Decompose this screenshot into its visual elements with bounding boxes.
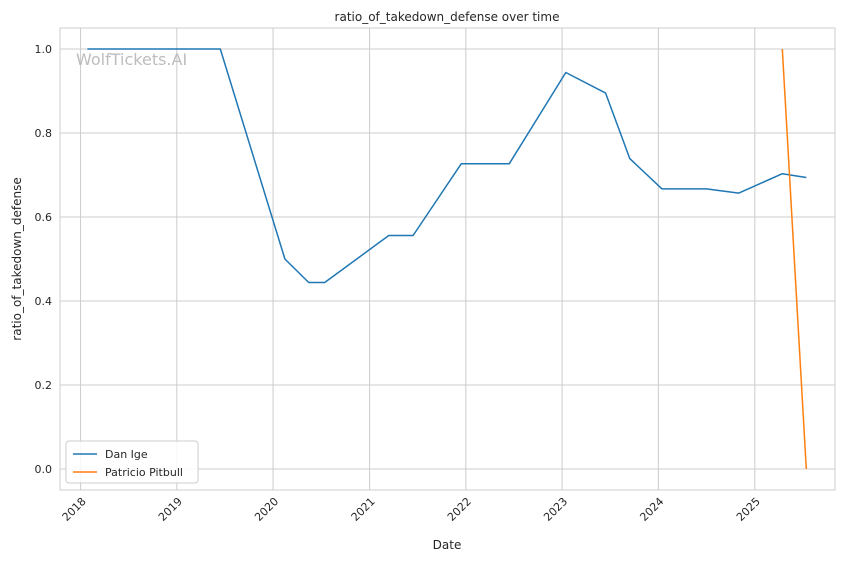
plot-area: WolfTickets.AI xyxy=(59,27,836,491)
x-tick-label: 2024 xyxy=(637,495,666,524)
series-line-patricio-pitbull xyxy=(781,48,808,470)
x-tick-label: 2023 xyxy=(541,495,570,524)
y-tick-label: 1.0 xyxy=(35,43,53,56)
y-tick-label: 0.8 xyxy=(35,127,53,140)
series-line-dan-ige xyxy=(87,48,807,284)
series-layer xyxy=(87,48,808,470)
x-tick-label: 2019 xyxy=(156,495,185,524)
y-tick-label: 0.6 xyxy=(35,211,53,224)
legend-label: Patricio Pitbull xyxy=(105,466,183,479)
x-axis-label: Date xyxy=(433,538,462,552)
x-grid xyxy=(80,28,756,490)
y-tick-label: 0.4 xyxy=(35,295,53,308)
x-tick-label: 2020 xyxy=(252,495,281,524)
x-axis-ticks: 2018 2019 2020 2021 2022 2023 2024 2025 xyxy=(60,495,763,524)
x-tick-label: 2021 xyxy=(349,495,378,524)
plot-frame xyxy=(59,27,836,491)
x-tick-label: 2025 xyxy=(734,495,763,524)
legend: Dan Ige Patricio Pitbull xyxy=(65,440,199,484)
y-tick-label: 0.0 xyxy=(35,463,53,476)
legend-label: Dan Ige xyxy=(105,448,148,461)
chart-title: ratio_of_takedown_defense over time xyxy=(335,10,560,24)
watermark: WolfTickets.AI xyxy=(76,50,187,69)
y-axis-label: ratio_of_takedown_defense xyxy=(10,177,24,340)
y-axis-ticks: 0.0 0.2 0.4 0.6 0.8 1.0 xyxy=(35,43,53,476)
x-tick-label: 2022 xyxy=(445,495,474,524)
legend-box xyxy=(65,440,199,484)
y-tick-label: 0.2 xyxy=(35,379,53,392)
x-tick-label: 2018 xyxy=(60,495,89,524)
